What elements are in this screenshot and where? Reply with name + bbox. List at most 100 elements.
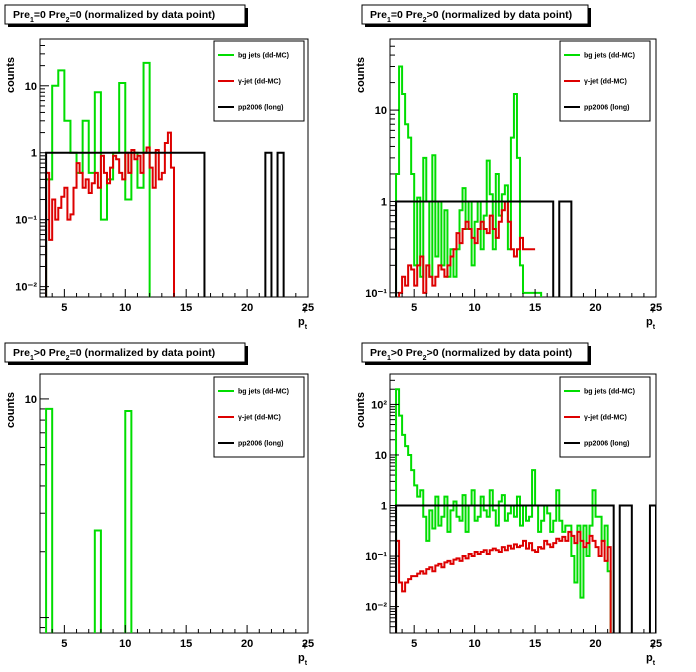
series-1-line: [395, 65, 543, 297]
series-1-line: [395, 388, 612, 633]
y-tick-label: 1: [381, 501, 387, 513]
legend: bg jets (dd-MC) γ-jet (dd-MC) pp2006 (long…: [559, 376, 651, 458]
series-group: [45, 407, 133, 633]
y-tick-label: 1: [31, 148, 37, 160]
chart-panel-1: Pre1=0 Pre2=0 (normalized by data point)…: [4, 4, 314, 331]
x-tick-label: 15: [529, 638, 541, 650]
legend: bg jets (dd-MC) γ-jet (dd-MC) pp2006 (long…: [559, 40, 651, 122]
x-axis: 5 10 15 20 25: [39, 625, 314, 650]
y-tick-label: 10⁻²: [15, 282, 37, 294]
legend-label: pp2006 (long): [584, 441, 630, 448]
y-tick-label: 10²: [371, 399, 387, 411]
legend-label: γ-jet (dd-MC): [584, 415, 627, 422]
series-1-line: [45, 407, 54, 633]
legend-label: pp2006 (long): [238, 441, 284, 448]
series-5-line: [648, 504, 656, 633]
legend-label: pp2006 (long): [238, 105, 284, 112]
x-tick-label: 10: [119, 638, 131, 650]
x-tick-label: 20: [589, 638, 601, 650]
x-tick-label: 20: [241, 638, 253, 650]
series-3-line: [45, 151, 206, 297]
x-tick-label: 25: [302, 638, 314, 650]
y-axis: 10⁻² 10⁻¹ 1 10 10²: [365, 373, 399, 634]
y-tick-label: 10⁻¹: [15, 215, 37, 227]
x-tick-label: 15: [180, 638, 192, 650]
title-text: Pre1>0 Pre2>0 (normalized by data point): [370, 347, 572, 362]
x-tick-label: 15: [529, 302, 541, 314]
title-box: [361, 342, 589, 363]
y-tick-label: 10: [25, 394, 37, 406]
x-axis-label: ptγ: [298, 306, 308, 331]
legend-label: bg jets (dd-MC): [238, 53, 289, 60]
y-axis-label: counts: [5, 392, 17, 428]
legend-label: bg jets (dd-MC): [238, 389, 289, 396]
y-axis: 10⁻² 10⁻¹ 1 10: [15, 38, 49, 298]
x-tick-label: 5: [61, 638, 67, 650]
series-5-line: [276, 151, 285, 297]
y-axis: 10⁻¹ 1 10: [365, 38, 399, 300]
x-axis-label: ptγ: [298, 642, 308, 667]
chart-panel-2: Pre1=0 Pre2>0 (normalized by data point)…: [355, 4, 662, 331]
title-text: Pre1=0 Pre2>0 (normalized by data point): [370, 9, 572, 24]
series-2-line: [398, 200, 536, 297]
legend-label: bg jets (dd-MC): [584, 389, 635, 396]
chart-title: Pre1>0 Pre2=0 (normalized by data point): [4, 342, 248, 365]
y-tick-label: 10: [375, 105, 387, 117]
x-axis: 5 10 15 20 25: [389, 289, 662, 314]
series-3-line: [124, 410, 133, 633]
y-axis-label: counts: [5, 57, 17, 93]
y-axis-label: counts: [355, 57, 367, 93]
title-box: [4, 4, 246, 25]
y-tick-label: 10: [25, 81, 37, 93]
x-tick-label: 5: [61, 302, 67, 314]
y-tick-label: 10⁻¹: [365, 551, 387, 563]
title-text: Pre1>0 Pre2=0 (normalized by data point): [13, 347, 215, 362]
series-4-line: [264, 151, 273, 297]
x-axis-label: ptγ: [646, 306, 656, 331]
legend-label: pp2006 (long): [584, 105, 630, 112]
legend: bg jets (dd-MC) γ-jet (dd-MC) pp2006 (long…: [213, 376, 305, 458]
x-axis-label: ptγ: [646, 642, 656, 667]
chart-title: Pre1=0 Pre2=0 (normalized by data point): [4, 4, 248, 27]
title-box: [361, 4, 589, 25]
chart-panel-3: Pre1>0 Pre2=0 (normalized by data point)…: [4, 342, 314, 667]
series-group: [395, 65, 573, 297]
title-text: Pre1=0 Pre2=0 (normalized by data point): [13, 9, 215, 24]
x-tick-label: 5: [411, 302, 417, 314]
series-2-line: [395, 530, 612, 633]
series-4-line: [618, 504, 633, 633]
series-2-line: [45, 131, 175, 297]
series-4-line: [558, 200, 573, 297]
x-tick-label: 25: [650, 638, 662, 650]
chart-title: Pre1>0 Pre2>0 (normalized by data point): [361, 342, 591, 365]
x-axis: 5 10 15 20 25: [389, 625, 662, 650]
x-tick-label: 10: [469, 302, 481, 314]
y-axis: 10: [25, 394, 49, 629]
y-tick-label: 10⁻²: [365, 602, 387, 614]
x-tick-label: 10: [119, 302, 131, 314]
title-box: [4, 342, 246, 363]
series-group: [395, 388, 656, 633]
y-tick-label: 10⁻¹: [365, 288, 387, 300]
x-tick-label: 20: [589, 302, 601, 314]
series-group: [45, 61, 285, 297]
legend-label: γ-jet (dd-MC): [238, 415, 281, 422]
x-axis: 5 10 15 20 25: [39, 289, 314, 314]
y-tick-label: 10: [375, 450, 387, 462]
series-2-line: [93, 529, 102, 633]
legend-label: γ-jet (dd-MC): [238, 79, 281, 86]
series-3-line: [395, 504, 615, 633]
legend: bg jets (dd-MC) γ-jet (dd-MC) pp2006 (long…: [213, 40, 305, 122]
legend-label: γ-jet (dd-MC): [584, 79, 627, 86]
legend-label: bg jets (dd-MC): [584, 53, 635, 60]
chart-panel-4: Pre1>0 Pre2>0 (normalized by data point)…: [355, 342, 662, 667]
x-tick-label: 25: [650, 302, 662, 314]
y-tick-label: 1: [381, 196, 387, 208]
x-tick-label: 15: [180, 302, 192, 314]
x-tick-label: 20: [241, 302, 253, 314]
chart-title: Pre1=0 Pre2>0 (normalized by data point): [361, 4, 591, 27]
y-axis-label: counts: [355, 392, 367, 428]
series-3-line: [395, 200, 555, 297]
x-tick-label: 25: [302, 302, 314, 314]
